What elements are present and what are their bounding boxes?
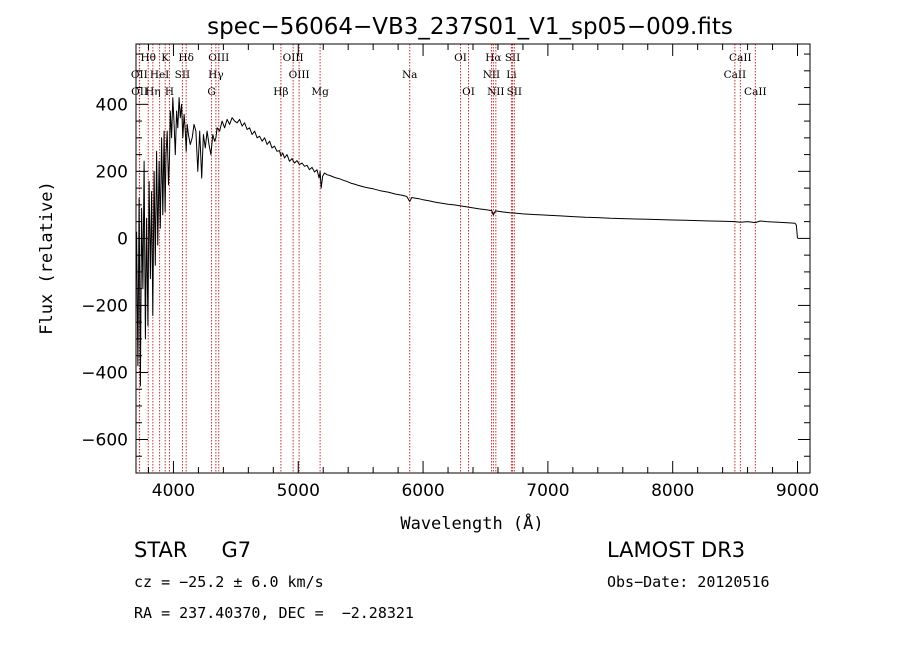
marker-label: OII (131, 86, 148, 98)
y-tick-label: −400 (81, 363, 128, 383)
plot-frame (135, 43, 811, 474)
y-tick-label: 200 (96, 162, 128, 182)
marker-label: NII (483, 69, 500, 81)
marker-label: Hα (485, 52, 501, 64)
y-tick-label: −200 (81, 296, 128, 316)
marker-label: CaII (724, 69, 747, 81)
marker-label: Hη (145, 86, 160, 98)
axis-ticks: 4000 5000 6000 7000 8000 9000 −600 −400 −200 0 200… (81, 44, 819, 501)
survey-name: LAMOST DR3 (607, 538, 746, 562)
spectral-line-markers: Hθ K Hδ OIII OIII OI Hα SII CaII OII HeI SII Hγ OIII N… (131, 44, 767, 473)
marker-label: CaII (729, 52, 752, 64)
marker-label: OIII (289, 69, 310, 81)
x-tick-label: 7000 (526, 481, 569, 501)
marker-label: OIII (283, 52, 304, 64)
y-tick-label: −600 (81, 430, 128, 450)
series-layer (136, 97, 798, 387)
marker-label: CaII (744, 86, 767, 98)
marker-label: Mg (311, 86, 329, 98)
observation-date: Obs−Date: 20120516 (607, 573, 770, 591)
sky-coordinates: RA = 237.40370, DEC = −2.28321 (134, 604, 414, 622)
marker-label: OI (454, 52, 467, 64)
marker-label: G (207, 86, 215, 98)
marker-label: Hδ (178, 52, 193, 64)
marker-label: SII (175, 69, 191, 81)
marker-label: Hθ (140, 52, 155, 64)
x-tick-label: 9000 (776, 481, 819, 501)
object-classification: STAR G7 (134, 538, 251, 562)
marker-label: Hβ (273, 86, 288, 98)
marker-label: SII (507, 86, 523, 98)
x-tick-label: 4000 (152, 481, 195, 501)
redshift-velocity: cz = −25.2 ± 6.0 km/s (134, 573, 324, 591)
marker-label: NII (487, 86, 504, 98)
x-tick-label: 8000 (651, 481, 694, 501)
marker-label: H (165, 86, 174, 98)
object-class: STAR (134, 538, 188, 562)
x-tick-label: 6000 (401, 481, 444, 501)
marker-label: Na (402, 69, 417, 81)
series-line-flux (136, 97, 798, 387)
marker-label: OI (462, 86, 475, 98)
y-tick-label: 400 (96, 95, 128, 115)
object-subclass: G7 (221, 538, 252, 562)
y-axis-title: Flux (relative) (37, 181, 57, 335)
marker-label: K (161, 52, 169, 64)
marker-label: OIII (208, 52, 229, 64)
marker-label: Li (506, 69, 517, 81)
marker-label: Hγ (208, 69, 223, 81)
marker-label: HeI (150, 69, 170, 81)
y-tick-label: 0 (117, 229, 128, 249)
x-tick-label: 5000 (277, 481, 320, 501)
chart-title: spec−56064−VB3_237S01_V1_sp05−009.fits (207, 14, 733, 40)
x-axis-title: Wavelength (Å) (400, 512, 543, 534)
marker-label: SII (505, 52, 521, 64)
